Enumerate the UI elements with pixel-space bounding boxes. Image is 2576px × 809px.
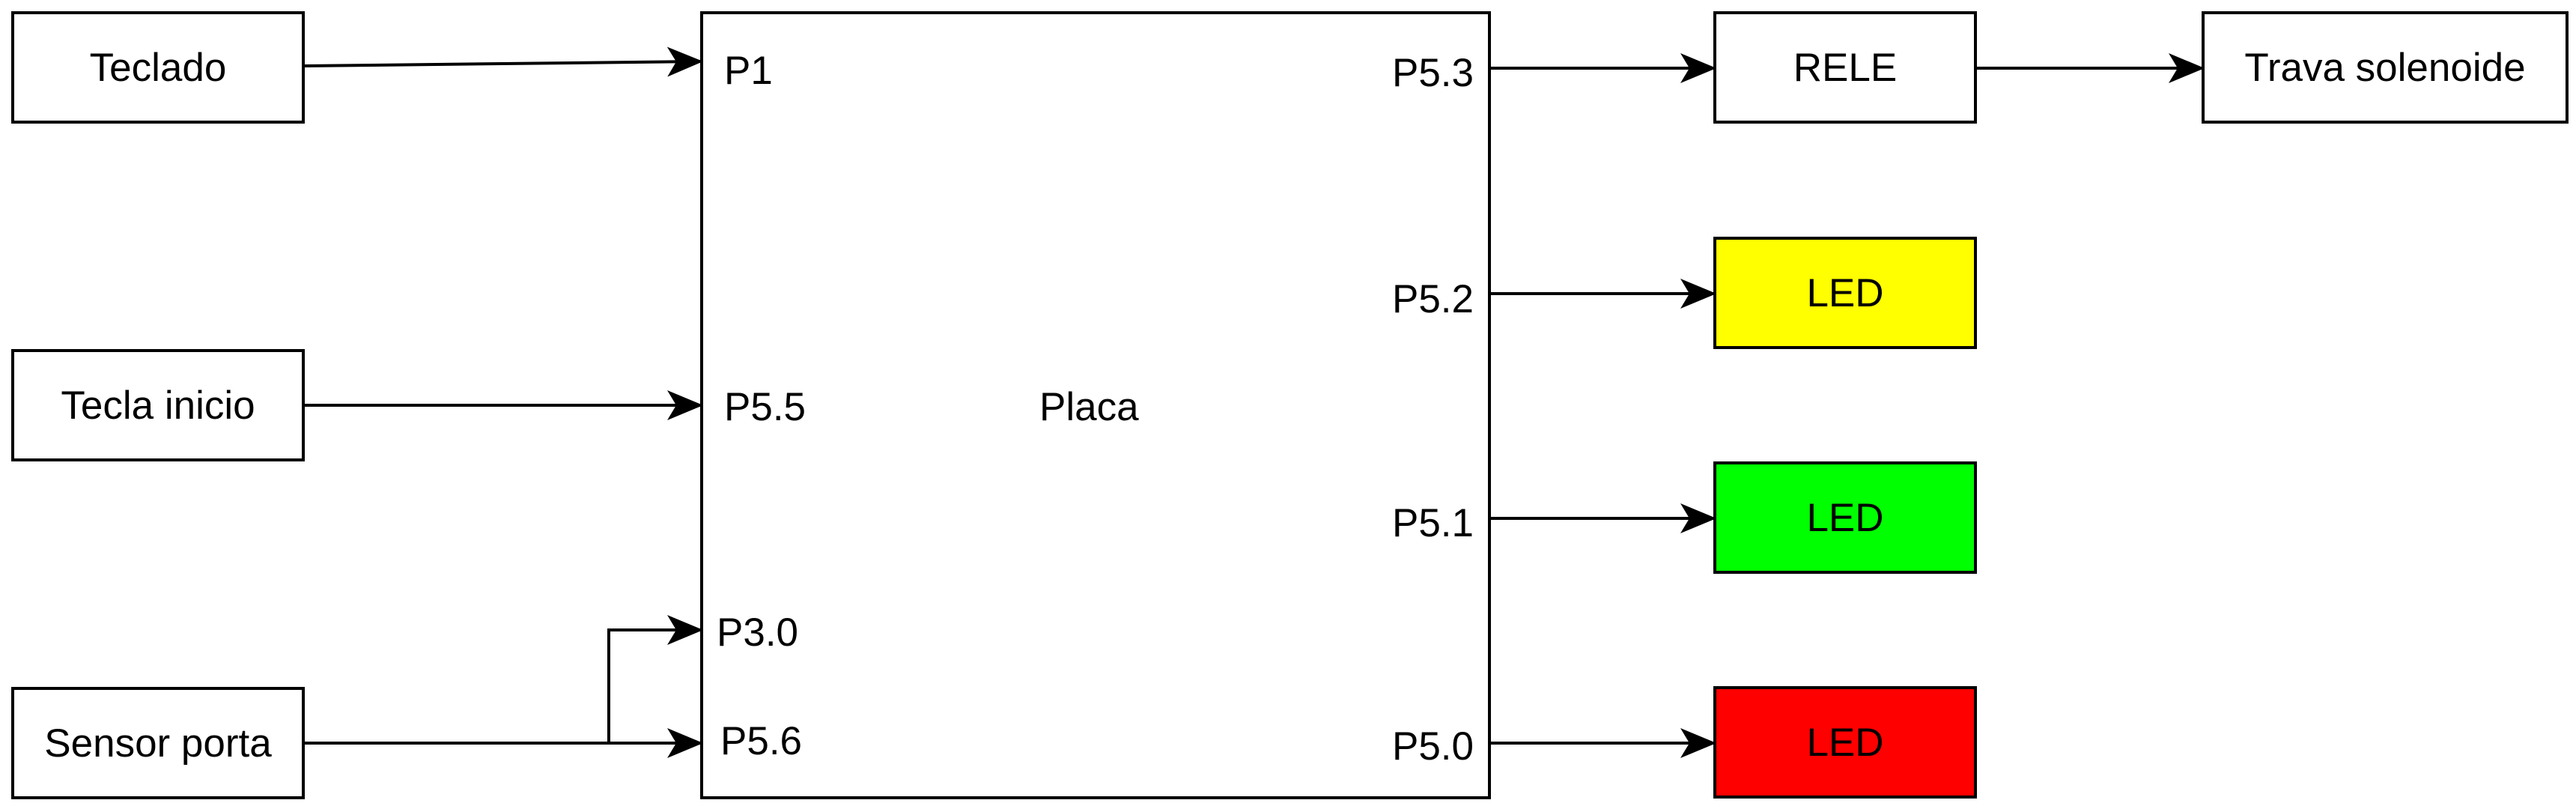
led-green-label: LED (1806, 495, 1884, 540)
led-red-box: LED (1713, 686, 1977, 799)
pin-p5-5: P5.5 (724, 385, 806, 429)
pin-p5-3: P5.3 (1391, 51, 1474, 95)
led-yellow-box: LED (1713, 237, 1977, 349)
pin-p5-6: P5.6 (720, 719, 803, 763)
pin-p5-0: P5.0 (1391, 724, 1474, 769)
led-green-box: LED (1713, 461, 1977, 574)
tecla-inicio-box: Tecla inicio (11, 349, 305, 461)
arrow-teclado-p1 (304, 46, 703, 77)
arrow-sensor-porta-p3-0 (607, 615, 703, 743)
led-red-label: LED (1806, 720, 1884, 765)
trava-solenoide-label: Trava solenoide (2244, 45, 2526, 90)
tecla-inicio-label: Tecla inicio (61, 383, 255, 428)
led-yellow-label: LED (1806, 270, 1884, 315)
placa-box (700, 11, 1491, 799)
rele-box: RELE (1713, 11, 1977, 124)
sensor-porta-box: Sensor porta (11, 687, 305, 799)
pin-p5-2: P5.2 (1391, 277, 1474, 321)
teclado-box: Teclado (11, 11, 305, 124)
pin-p5-1: P5.1 (1391, 501, 1474, 545)
placa-label: Placa (1039, 385, 1139, 429)
sensor-porta-label: Sensor porta (44, 721, 272, 766)
trava-solenoide-box: Trava solenoide (2202, 11, 2569, 124)
rele-label: RELE (1793, 45, 1898, 90)
teclado-label: Teclado (89, 45, 227, 90)
pin-p3-0: P3.0 (717, 610, 799, 655)
pin-p1: P1 (724, 49, 773, 93)
